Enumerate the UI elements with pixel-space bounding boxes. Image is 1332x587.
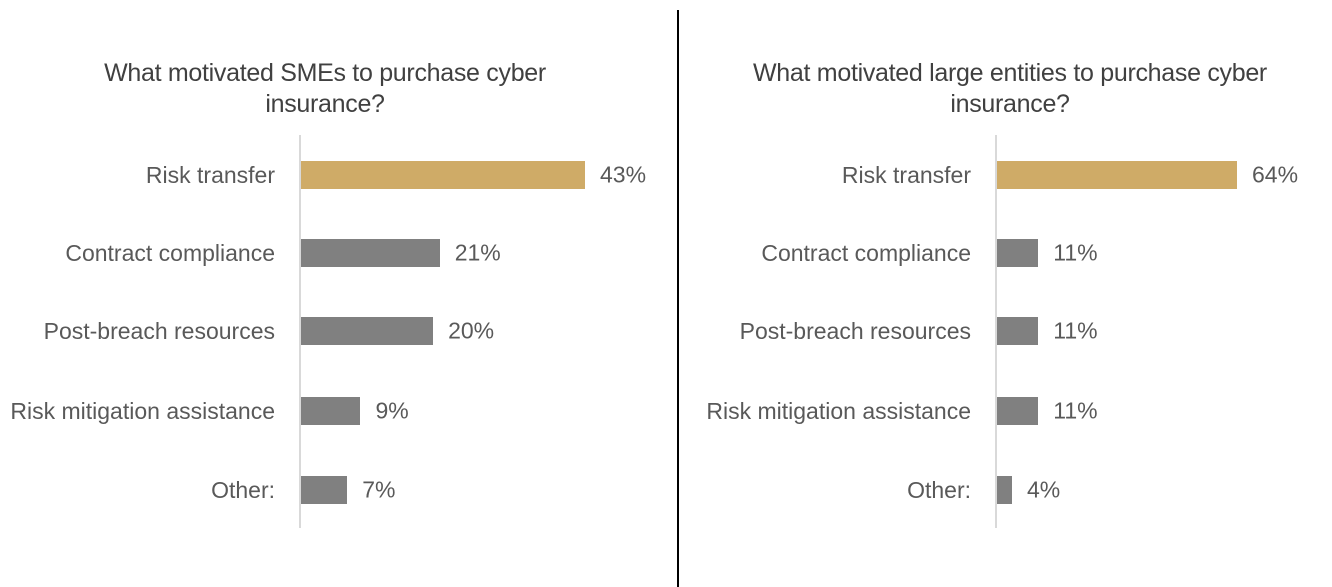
chart-title: What motivated large entities to purchas… <box>753 59 1267 118</box>
category-label: Risk transfer <box>145 162 275 188</box>
category-label: Risk mitigation assistance <box>10 398 275 424</box>
category-label: Contract compliance <box>65 240 275 266</box>
category-label: Contract compliance <box>761 240 971 266</box>
category-label: Post-breach resources <box>739 318 971 344</box>
chart-title: What motivated SMEs to purchase cyber in… <box>104 59 546 118</box>
value-label: 20% <box>448 317 495 344</box>
bar <box>301 397 361 425</box>
bar <box>301 476 348 504</box>
divider <box>677 10 679 587</box>
category-label: Risk mitigation assistance <box>706 398 971 424</box>
value-label: 11% <box>1053 397 1098 424</box>
value-label: 11% <box>1053 239 1098 266</box>
category-label: Other: <box>907 477 971 503</box>
value-label: 64% <box>1252 161 1299 188</box>
category-label: Risk transfer <box>841 162 971 188</box>
bar <box>301 161 585 189</box>
value-label: 4% <box>1027 476 1061 503</box>
value-label: 9% <box>375 397 409 424</box>
axis-line <box>995 135 997 528</box>
category-label: Post-breach resources <box>43 318 275 344</box>
value-label: 11% <box>1053 317 1098 344</box>
bar <box>997 317 1039 345</box>
bar <box>997 476 1012 504</box>
axis-line <box>299 135 301 528</box>
category-label: Other: <box>211 477 275 503</box>
value-label: 21% <box>454 239 501 266</box>
bar <box>997 397 1039 425</box>
bar <box>997 161 1237 189</box>
bar <box>301 317 434 345</box>
value-label: 43% <box>600 161 647 188</box>
value-label: 7% <box>362 476 396 503</box>
bar <box>997 239 1039 267</box>
bar <box>301 239 440 267</box>
